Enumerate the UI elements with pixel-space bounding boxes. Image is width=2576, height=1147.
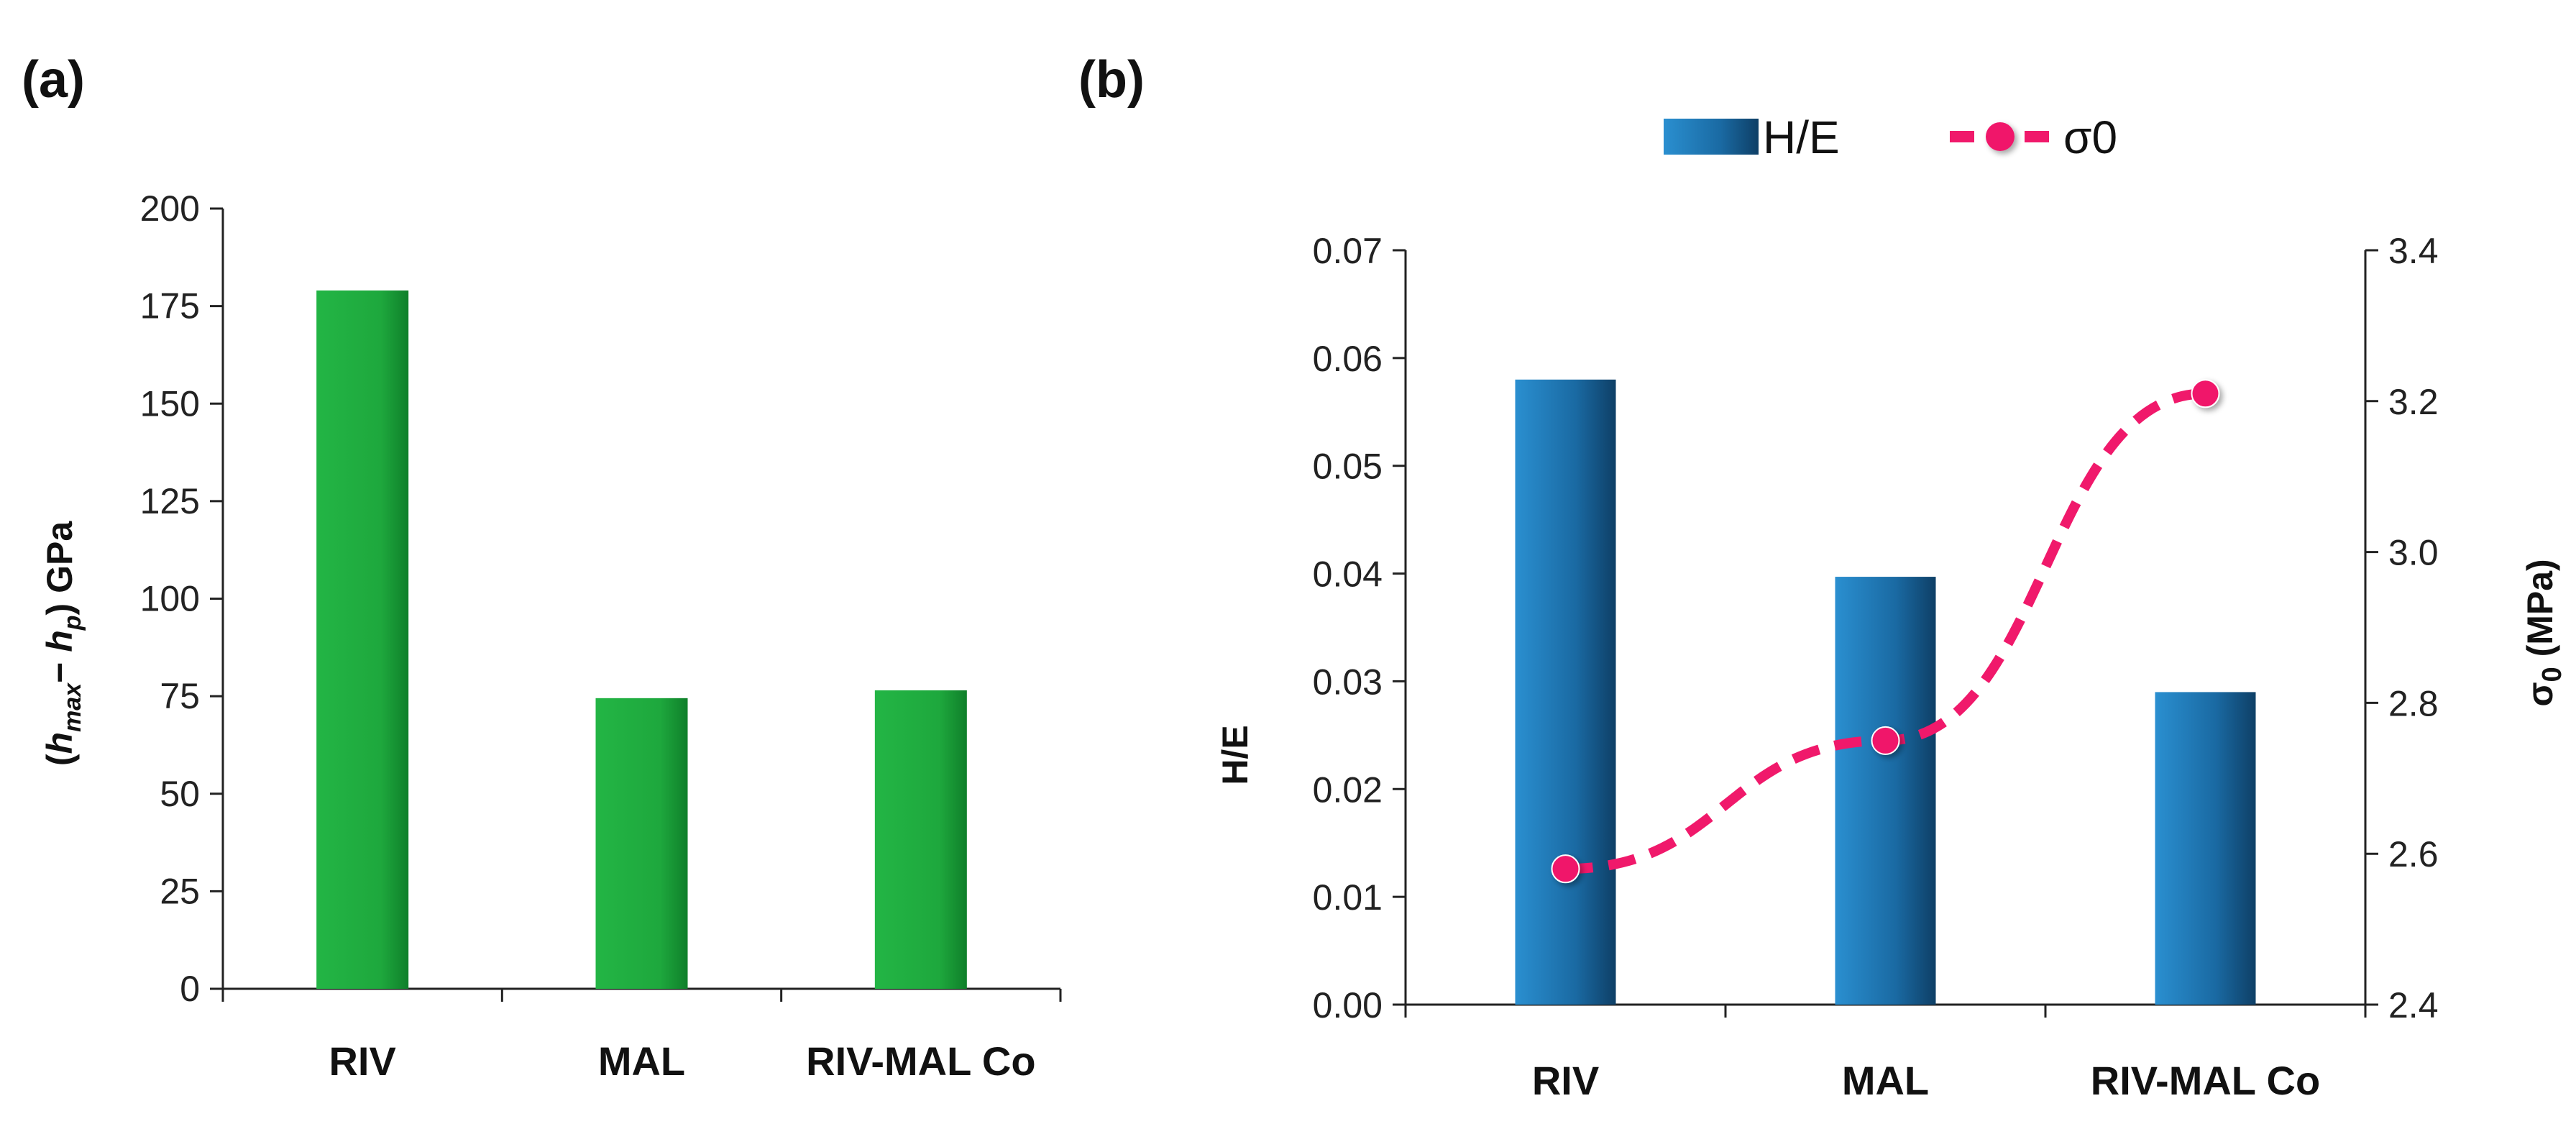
b-right-y-tick-label: 3.2 bbox=[2388, 382, 2439, 422]
svg-text:σ0 (MPa): σ0 (MPa) bbox=[2520, 559, 2567, 706]
b-bar-mal bbox=[1835, 577, 1936, 1005]
b-x-category-label: RIV-MAL Co bbox=[2091, 1058, 2320, 1103]
a-x-category-label: RIV-MAL Co bbox=[806, 1038, 1035, 1084]
b-sigma-point-riv-mal co bbox=[2191, 379, 2220, 408]
b-sigma-line-path bbox=[1565, 388, 2206, 874]
panel-b: (b) H/E σ0 H/E σ0 (MPa) 0.00 0.01 0.02 0.03… bbox=[1078, 51, 2567, 1103]
a-y-tick-label: 125 bbox=[140, 481, 200, 521]
b-right-y-tick-label: 3.0 bbox=[2388, 533, 2439, 573]
y-label-minus: − bbox=[40, 652, 80, 683]
a-y-tick-label: 25 bbox=[160, 871, 200, 911]
b-x-category-label: RIV bbox=[1532, 1058, 1599, 1103]
panel-b-bars bbox=[1515, 379, 2256, 1005]
y-label-max-sub: max bbox=[59, 682, 86, 732]
b-left-y-tick-label: 0.04 bbox=[1313, 554, 1383, 595]
y-label-p-sub: p bbox=[59, 615, 86, 631]
right-label-unit: (MPa) bbox=[2520, 559, 2560, 667]
legend-marker-sigma bbox=[1986, 122, 2014, 151]
panel-a: (a) (hmax− hp) GPa 025507510012515017520… bbox=[22, 51, 1062, 1084]
a-y-tick-label: 175 bbox=[140, 286, 200, 326]
b-sigma-point-riv bbox=[1551, 854, 1580, 884]
panel-a-y-axis: 0 25 50 75 100 125 150 175 200 bbox=[140, 188, 224, 1009]
panel-b-right-y-axis: 2.4 2.6 2.8 3.0 3.2 3.4 bbox=[2364, 231, 2439, 1025]
a-bar-mal bbox=[595, 698, 688, 989]
b-left-y-tick-label: 0.02 bbox=[1313, 769, 1383, 810]
panel-a-label: (a) bbox=[22, 51, 85, 109]
panel-b-sigma-line bbox=[1551, 379, 2220, 884]
panel-a-bars bbox=[316, 290, 967, 989]
a-y-tick-label: 150 bbox=[140, 383, 200, 424]
panel-a-x-axis: RIV MAL RIV-MAL Co bbox=[221, 987, 1062, 1084]
y-label-paren-open: ( bbox=[40, 754, 80, 766]
b-right-y-tick-label: 3.4 bbox=[2388, 231, 2439, 271]
b-right-y-tick-label: 2.8 bbox=[2388, 683, 2439, 723]
a-bar-riv bbox=[316, 290, 409, 989]
panel-b-label: (b) bbox=[1078, 51, 1145, 109]
a-y-tick-label: 75 bbox=[160, 676, 200, 716]
right-label-sub: 0 bbox=[2537, 667, 2567, 682]
b-bar-riv bbox=[1515, 379, 1616, 1005]
a-y-tick-label: 0 bbox=[180, 969, 200, 1009]
b-left-y-tick-label: 0.07 bbox=[1313, 231, 1383, 271]
legend: H/E σ0 bbox=[1664, 111, 2117, 163]
panel-b-left-y-axis: 0.00 0.01 0.02 0.03 0.04 0.05 0.06 0.07 bbox=[1313, 231, 1407, 1025]
legend-swatch-he bbox=[1664, 119, 1759, 155]
y-label-h: h bbox=[40, 732, 80, 754]
b-left-y-tick-label: 0.01 bbox=[1313, 877, 1383, 918]
svg-text:(hmax− hp) GPa: (hmax− hp) GPa bbox=[40, 521, 86, 766]
y-label-h2: h bbox=[40, 630, 80, 652]
a-y-tick-label: 50 bbox=[160, 774, 200, 814]
a-bar-riv-mal co bbox=[874, 690, 967, 989]
b-right-y-tick-label: 2.6 bbox=[2388, 834, 2439, 874]
b-x-category-label: MAL bbox=[1842, 1058, 1929, 1103]
b-left-y-tick-label: 0.06 bbox=[1313, 339, 1383, 379]
legend-label-he: H/E bbox=[1763, 111, 1840, 163]
legend-label-sigma: σ0 bbox=[2063, 111, 2117, 163]
panel-b-left-axis-label: H/E bbox=[1215, 725, 1255, 785]
panel-a-y-axis-label: (hmax− hp) GPa bbox=[40, 521, 86, 766]
b-left-y-tick-label: 0.05 bbox=[1313, 447, 1383, 487]
panel-b-right-axis-label: σ0 (MPa) bbox=[2520, 559, 2567, 706]
b-left-y-tick-label: 0.00 bbox=[1313, 985, 1383, 1025]
right-label-sigma: σ bbox=[2520, 682, 2560, 706]
a-y-tick-label: 200 bbox=[140, 188, 200, 229]
a-y-tick-label: 100 bbox=[140, 579, 200, 619]
b-bar-riv-mal co bbox=[2155, 692, 2256, 1005]
y-label-unit: ) GPa bbox=[40, 521, 80, 616]
panel-b-x-axis: RIV MAL RIV-MAL Co bbox=[1404, 1003, 2367, 1103]
b-left-y-tick-label: 0.03 bbox=[1313, 662, 1383, 702]
a-x-category-label: MAL bbox=[598, 1038, 685, 1084]
b-sigma-point-mal bbox=[1871, 726, 1900, 755]
a-x-category-label: RIV bbox=[329, 1038, 395, 1084]
b-right-y-tick-label: 2.4 bbox=[2388, 985, 2439, 1025]
